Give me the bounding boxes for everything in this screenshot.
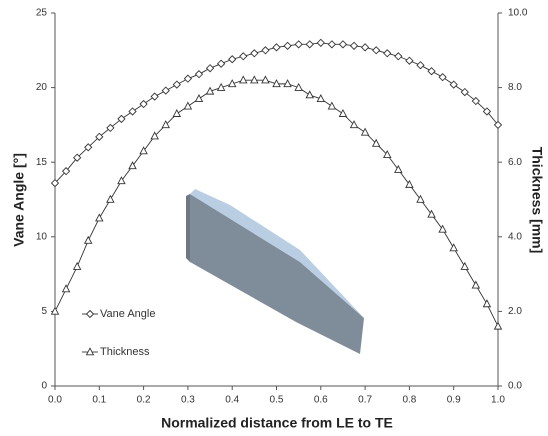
x-tick-label: 0.0 — [48, 395, 62, 406]
triangle-marker — [495, 323, 502, 330]
triangle-marker — [328, 102, 335, 109]
diamond-marker — [339, 41, 346, 48]
diamond-marker — [129, 108, 136, 115]
x-axis-title: Normalized distance from LE to TE — [161, 415, 393, 431]
y2-tick-label: 10.0 — [508, 8, 528, 19]
diamond-marker — [173, 81, 180, 88]
x-tick-label: 0.9 — [447, 395, 461, 406]
x-tick-label: 0.2 — [137, 395, 151, 406]
diamond-marker — [362, 44, 369, 51]
diamond-marker — [428, 68, 435, 75]
x-tick-label: 0.1 — [92, 395, 106, 406]
triangle-marker — [240, 76, 247, 83]
triangle-marker — [87, 348, 94, 355]
diamond-marker — [218, 60, 225, 67]
triangle-marker — [63, 285, 70, 292]
triangle-marker — [461, 263, 468, 270]
diamond-marker — [317, 39, 324, 46]
diamond-marker — [262, 47, 269, 54]
triangle-marker — [472, 281, 479, 288]
y2-axis-title: Thickness [mm] — [529, 147, 545, 254]
x-tick-label: 0.6 — [314, 395, 328, 406]
diamond-marker — [439, 74, 446, 81]
diamond-marker — [273, 44, 280, 51]
diamond-marker — [406, 57, 413, 64]
diamond-marker — [151, 93, 158, 100]
diamond-marker — [195, 71, 202, 78]
triangle-marker — [107, 196, 114, 203]
diamond-marker — [284, 42, 291, 49]
y2-tick-label: 0.0 — [508, 381, 522, 392]
y-axis-title: Vane Angle [°] — [11, 153, 27, 247]
y-tick-label: 5 — [41, 306, 47, 317]
diamond-marker — [384, 50, 391, 57]
legend-label: Thickness — [100, 346, 150, 358]
diamond-marker — [306, 41, 313, 48]
diamond-marker — [328, 41, 335, 48]
y-tick-label: 10 — [36, 231, 48, 242]
triangle-marker — [173, 110, 180, 117]
y-tick-label: 25 — [36, 8, 48, 19]
diamond-marker — [229, 56, 236, 63]
y-tick-label: 0 — [41, 381, 47, 392]
triangle-marker — [284, 80, 291, 87]
triangle-marker — [306, 91, 313, 98]
y2-tick-label: 2.0 — [508, 306, 522, 317]
diamond-marker — [240, 53, 247, 60]
diamond-marker — [395, 53, 402, 60]
x-tick-label: 0.3 — [181, 395, 195, 406]
diamond-marker — [184, 75, 191, 82]
diamond-marker — [295, 41, 302, 48]
vane-illustration — [186, 189, 364, 354]
x-tick-label: 0.7 — [358, 395, 372, 406]
diamond-marker — [207, 65, 214, 72]
triangle-marker — [184, 102, 191, 109]
triangle-marker — [483, 300, 490, 307]
diamond-marker — [162, 87, 169, 94]
triangle-marker — [74, 263, 81, 270]
triangle-marker — [362, 129, 369, 136]
diamond-marker — [351, 42, 358, 49]
legend-label: Vane Angle — [100, 308, 155, 320]
x-tick-label: 1.0 — [491, 395, 505, 406]
diamond-marker — [373, 47, 380, 54]
x-tick-label: 0.4 — [225, 395, 239, 406]
y2-tick-label: 4.0 — [508, 231, 522, 242]
triangle-marker — [195, 95, 202, 102]
diamond-marker — [251, 50, 258, 57]
triangle-marker — [339, 110, 346, 117]
y-tick-label: 15 — [36, 157, 48, 168]
diamond-marker — [450, 81, 457, 88]
y-tick-label: 20 — [36, 82, 48, 93]
x-tick-label: 0.5 — [270, 395, 284, 406]
triangle-marker — [85, 237, 92, 244]
diamond-marker — [140, 101, 147, 108]
triangle-marker — [251, 76, 258, 83]
x-tick-label: 0.8 — [402, 395, 416, 406]
y2-tick-label: 8.0 — [508, 82, 522, 93]
diamond-marker — [87, 311, 94, 318]
triangle-marker — [262, 76, 269, 83]
triangle-marker — [96, 214, 103, 221]
series-line — [55, 43, 498, 183]
y2-tick-label: 6.0 — [508, 157, 522, 168]
diamond-marker — [417, 62, 424, 69]
chart: Normalized distance from LE to TE Vane A… — [0, 0, 548, 436]
triangle-marker — [450, 244, 457, 251]
